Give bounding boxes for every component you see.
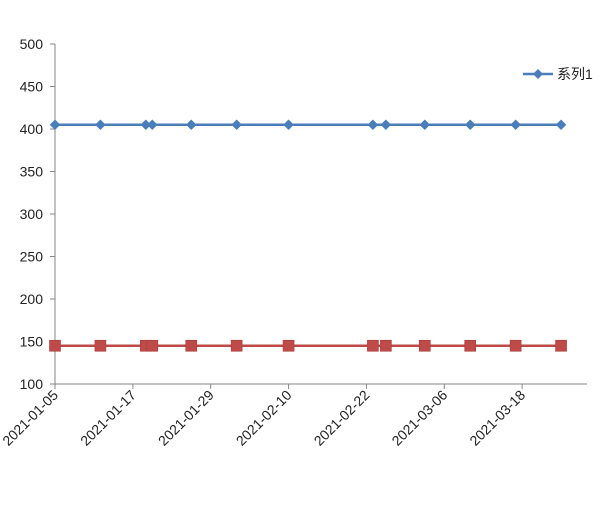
- legend-label: 系列1: [557, 66, 593, 82]
- data-point-diamond: [510, 119, 521, 131]
- y-tick-label: 150: [20, 334, 44, 350]
- x-tick-label: 2021-03-18: [466, 387, 528, 449]
- y-tick-label: 100: [20, 376, 44, 392]
- data-point-square: [94, 339, 107, 352]
- x-tick-label: 2021-01-05: [0, 387, 61, 449]
- data-point-square: [509, 339, 522, 352]
- data-point-square: [146, 339, 159, 352]
- x-tick-label: 2021-03-06: [388, 387, 450, 449]
- series-2: [49, 339, 567, 352]
- data-point-diamond: [283, 119, 294, 131]
- data-point-square: [380, 339, 392, 352]
- data-point-square: [419, 339, 431, 352]
- data-point-square: [367, 339, 379, 352]
- data-point-diamond: [419, 119, 431, 131]
- x-tick-label: 2021-01-17: [77, 387, 139, 449]
- y-tick-label: 450: [20, 79, 44, 95]
- data-point-diamond: [146, 119, 158, 131]
- data-point-diamond: [464, 119, 476, 131]
- axes: 100 150 200 250 300 350 400 450 500 2021-01-05 202…: [0, 36, 587, 449]
- data-point-square: [555, 339, 567, 352]
- y-tick-label: 350: [20, 164, 44, 180]
- data-point-square: [49, 339, 61, 352]
- y-tick-label: 300: [20, 206, 44, 222]
- y-tick-label: 250: [20, 249, 44, 265]
- data-point-diamond: [555, 119, 567, 131]
- data-point-square: [185, 339, 198, 352]
- data-point-diamond: [231, 119, 243, 131]
- y-tick-label: 500: [20, 36, 44, 52]
- x-tick-label: 2021-02-22: [311, 387, 373, 449]
- data-point-square: [282, 339, 295, 352]
- data-point-square: [464, 339, 477, 352]
- x-tick-label: 2021-01-29: [155, 387, 217, 449]
- x-tick-label: 2021-02-10: [233, 387, 295, 449]
- legend-marker-diamond: [533, 69, 543, 79]
- y-tick-label: 200: [20, 291, 44, 307]
- y-tick-label: 400: [20, 121, 44, 137]
- data-point-diamond: [367, 119, 379, 131]
- data-point-diamond: [49, 119, 61, 131]
- series-1: [49, 119, 567, 131]
- series-layer: [49, 119, 567, 352]
- data-point-diamond: [185, 119, 197, 131]
- data-point-diamond: [95, 119, 106, 131]
- data-point-diamond: [380, 119, 392, 131]
- data-point-square: [230, 339, 243, 352]
- legend: 系列1: [523, 66, 593, 82]
